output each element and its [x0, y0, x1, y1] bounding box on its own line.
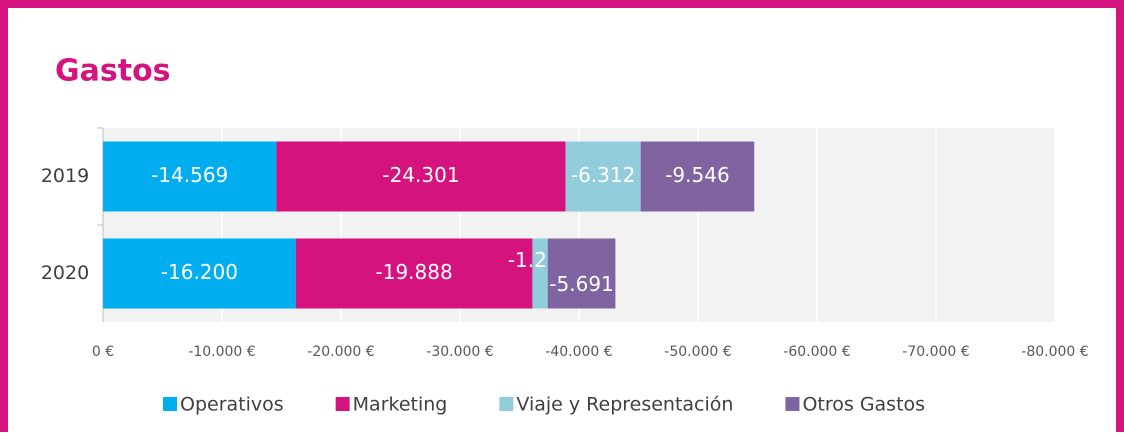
legend-label: Viaje y Representación	[516, 394, 733, 416]
x-tick-label: -30.000 €	[426, 344, 493, 360]
x-tick-label: -20.000 €	[307, 344, 374, 360]
x-tick-label: -70.000 €	[902, 344, 969, 360]
data-label: -6.312	[571, 163, 635, 187]
bar-segment	[276, 141, 566, 212]
x-tick-label: -60.000 €	[783, 344, 850, 360]
x-tick-label: -50.000 €	[664, 344, 731, 360]
x-tick-label: -10.000 €	[188, 344, 255, 360]
x-tick-label: 0 €	[92, 344, 114, 360]
y-tick-label: 2019	[41, 165, 89, 187]
bar-segment	[640, 141, 755, 212]
data-label: -19.888	[376, 260, 453, 284]
x-tick-label: -80.000 €	[1021, 344, 1088, 360]
legend-swatch	[785, 397, 800, 411]
legend-label: Otros Gastos	[802, 394, 925, 416]
bar-segment	[295, 238, 533, 309]
legend-swatch	[163, 397, 177, 411]
bar-segment	[547, 238, 616, 309]
data-label: -14.569	[151, 163, 228, 187]
data-label: -5.691	[549, 272, 613, 296]
bar-segment	[103, 238, 296, 309]
chart-title: Gastos	[55, 54, 171, 89]
data-label: -24.301	[382, 163, 459, 187]
data-label: -16.200	[161, 260, 238, 284]
data-label: -9.546	[665, 163, 729, 187]
legend-swatch	[499, 397, 514, 411]
legend-swatch	[335, 397, 350, 411]
bar-segment	[103, 141, 277, 212]
legend-label: Operativos	[180, 394, 284, 416]
bar-segment	[532, 238, 548, 309]
bar-segment	[565, 141, 641, 212]
y-tick-label: 2020	[41, 262, 89, 284]
legend-label: Marketing	[353, 394, 448, 416]
x-tick-label: -40.000 €	[545, 344, 612, 360]
